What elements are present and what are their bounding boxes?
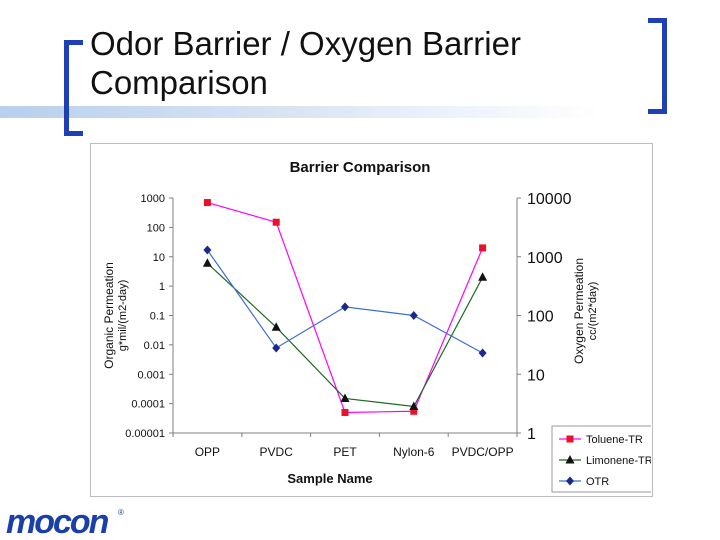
y-left-tick-label: 0.00001 xyxy=(125,428,165,440)
legend-label-toluene-tr: Toluene-TR xyxy=(586,434,643,446)
y-right-tick-label: 100 xyxy=(527,309,554,326)
x-tick-label: PVDC xyxy=(260,445,294,459)
x-tick-label: OPP xyxy=(195,445,220,459)
point-otr xyxy=(478,348,487,358)
barrier-comparison-chart: Barrier Comparison Sample Name 100010010… xyxy=(102,159,651,493)
point-limonene-tr xyxy=(478,272,488,281)
y-left-tick-label: 1 xyxy=(159,281,165,293)
title-underline-bar xyxy=(0,106,600,118)
point-otr xyxy=(272,343,281,353)
y-right-tick-label: 10 xyxy=(527,367,545,384)
point-toluene-tr xyxy=(272,218,280,226)
y-right-tick-label: 10000 xyxy=(527,191,572,208)
point-limonene-tr xyxy=(202,258,212,267)
y-right-axis-title-line-1: Oxygen Permeation xyxy=(572,258,586,364)
slide-title-line-2: Comparison xyxy=(90,64,268,101)
y-left-tick-label: 1000 xyxy=(141,193,165,205)
y-left-tick-label: 100 xyxy=(147,222,165,234)
point-otr xyxy=(203,245,212,255)
legend-marker-limonene-tr xyxy=(565,455,575,464)
series-line-limonene-tr xyxy=(206,262,484,408)
right-bracket xyxy=(648,18,667,114)
chart-title: Barrier Comparison xyxy=(290,159,431,176)
point-toluene-tr xyxy=(410,407,418,415)
y-left-tick-label: 0.001 xyxy=(137,369,165,381)
y-left-tick-label: 0.0001 xyxy=(131,399,165,411)
point-toluene-tr xyxy=(479,244,487,252)
registered-mark: ® xyxy=(118,508,124,517)
legend-marker-otr xyxy=(566,476,574,486)
y-right-tick-label: 1000 xyxy=(527,250,563,267)
legend-marker-toluene-tr xyxy=(566,435,574,443)
point-limonene-tr xyxy=(340,393,350,402)
y-left-tick-label: 0.1 xyxy=(150,311,165,323)
point-otr xyxy=(409,311,418,320)
y-left-axis-title-line-1: Organic Permeation xyxy=(102,262,116,369)
slide-title: Odor Barrier / Oxygen Barrier Comparison xyxy=(90,24,630,102)
y-right-axis-title-line-2: cc/(m2*day) xyxy=(587,282,599,341)
logo-text: mocon xyxy=(6,505,109,537)
point-toluene-tr xyxy=(203,199,211,207)
y-right-tick-label: 1 xyxy=(527,426,536,443)
slide-title-line-1: Odor Barrier / Oxygen Barrier xyxy=(90,25,521,62)
point-otr xyxy=(341,302,349,312)
y-left-axis-title-line-2: g*mil/(m2-day) xyxy=(117,280,129,352)
mocon-logo: mocon ® xyxy=(6,505,124,537)
x-axis-label: Sample Name xyxy=(287,471,372,486)
point-limonene-tr xyxy=(409,401,419,410)
legend-label-otr: OTR xyxy=(586,476,609,488)
x-tick-label: Nylon-6 xyxy=(393,445,435,459)
x-tick-label: PET xyxy=(333,445,357,459)
left-bracket xyxy=(64,40,83,136)
x-tick-label: PVDC/OPP xyxy=(452,445,514,459)
legend-label-limonene-tr: Limonene-TR xyxy=(586,455,651,467)
point-limonene-tr xyxy=(271,322,281,331)
y-left-tick-label: 10 xyxy=(153,252,165,264)
y-left-tick-label: 0.01 xyxy=(144,340,165,352)
point-toluene-tr xyxy=(341,408,349,416)
